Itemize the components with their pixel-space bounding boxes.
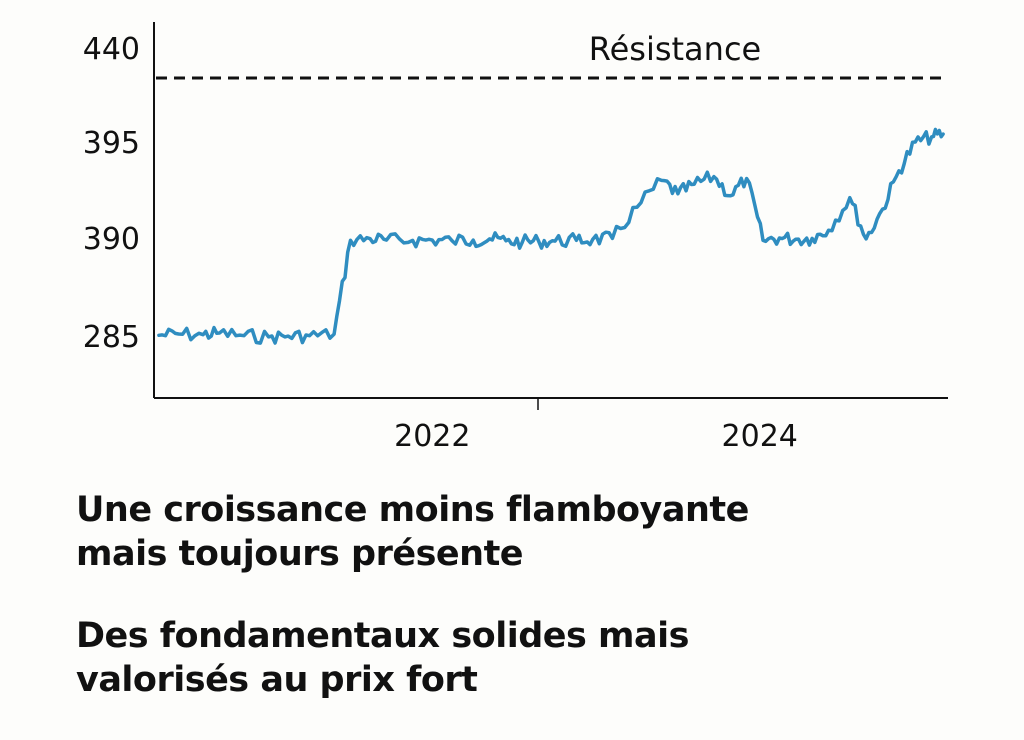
x-tick-label: 2022 <box>394 419 470 454</box>
y-tick-label: 395 <box>83 126 140 161</box>
headline-fundamentals-line-1: Des fondamentaux solides mais <box>76 616 689 656</box>
headline-growth-line-1: Une croissance moins flamboyante <box>76 490 749 530</box>
resistance-label: Résistance <box>589 30 761 68</box>
y-axis-ticks: 440 395 390 285 <box>83 32 140 355</box>
headline-growth-line-2: mais toujours présente <box>76 534 524 574</box>
headline-fundamentals-line-2: valorisés au prix fort <box>76 660 478 700</box>
series-group <box>157 127 945 345</box>
y-tick-label: 285 <box>83 320 140 355</box>
line-chart: 440 395 390 285 2022 2024 Résistance <box>83 22 948 454</box>
x-tick-label: 2024 <box>722 419 798 454</box>
x-axis-ticks: 2022 2024 <box>394 419 798 454</box>
headline-fundamentals: Des fondamentaux solides mais valorisés … <box>76 614 689 702</box>
y-tick-label: 390 <box>83 222 140 257</box>
headline-growth: Une croissance moins flamboyante mais to… <box>76 488 749 576</box>
y-tick-label: 440 <box>83 32 140 67</box>
price-series-line <box>157 127 945 345</box>
